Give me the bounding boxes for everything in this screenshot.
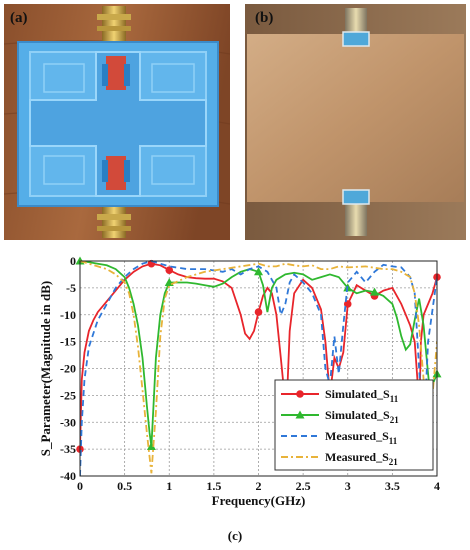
plot-frame <box>79 260 438 477</box>
y-tick-label: -5 <box>66 281 76 295</box>
data-point-marker <box>146 441 156 450</box>
y-tick-label: -25 <box>60 388 76 402</box>
y-axis-label: S_Parameter(Magnitude in dB) <box>38 281 53 456</box>
panel-c-caption: (c) <box>227 528 243 543</box>
legend-marker <box>296 390 304 398</box>
legend: Simulated_S11 Simulated_S21 Measured_S11 Me… <box>274 379 434 471</box>
feed-line-top <box>106 56 126 90</box>
x-tick-label: 0 <box>77 479 83 493</box>
y-tick-label: -40 <box>60 469 76 483</box>
data-point-marker <box>254 308 263 316</box>
x-tick-label: 1 <box>166 479 172 493</box>
data-point-marker <box>254 267 263 276</box>
copper-ground-plane <box>247 34 464 202</box>
sma-connector-bottom-b <box>345 200 367 236</box>
data-point-marker <box>165 266 174 274</box>
y-tick-label: -30 <box>60 415 76 429</box>
data-point-marker <box>343 300 352 308</box>
x-axis-label: Frequency(GHz) <box>212 493 306 508</box>
series-line-simulated-s11 <box>80 262 437 450</box>
y-tick-label: -10 <box>60 308 76 322</box>
series-layer <box>75 256 442 477</box>
feed-line-bottom <box>106 156 126 190</box>
y-tick-label: -20 <box>60 362 76 376</box>
photo-b-illustration <box>245 4 466 240</box>
legend-entry-label: Simulated_S11 <box>325 387 399 404</box>
legend-entry-label: Simulated_S21 <box>325 408 399 425</box>
x-tick-label: 2 <box>256 479 262 493</box>
sma-connector-bottom <box>102 204 126 238</box>
photo-a-illustration <box>4 4 230 240</box>
y-tick-label: 0 <box>70 254 76 268</box>
photo-a-top-view: (a) <box>4 4 230 240</box>
legend-entry-label: Measured_S21 <box>325 450 398 467</box>
photo-b-bottom-view: (b) <box>245 4 466 240</box>
x-tick-label: 4 <box>434 479 440 493</box>
axis-layer: 0 0.5 1 1.5 2 2.5 3 3.5 4 0 -5 -10 -15 -20 -25 -30 -35 -4… <box>38 254 440 508</box>
cross-pattern <box>29 51 207 197</box>
x-tick-label: 3.5 <box>385 479 400 493</box>
x-tick-label: 0.5 <box>117 479 132 493</box>
legend-marker <box>295 410 305 419</box>
panel-b-label: (b) <box>255 10 274 26</box>
series-line-measured-s11 <box>80 260 437 477</box>
sma-connector-top-b <box>345 8 367 38</box>
x-tick-label: 3 <box>345 479 351 493</box>
legend-entry-label: Measured_S11 <box>325 429 398 446</box>
series-line-measured-s21 <box>80 260 437 474</box>
data-point-marker <box>370 287 380 296</box>
panel-a-label: (a) <box>10 10 28 26</box>
y-tick-label: -35 <box>60 442 76 456</box>
x-tick-label: 1.5 <box>206 479 221 493</box>
x-tick-label: 2.5 <box>296 479 311 493</box>
y-tick-label: -15 <box>60 335 76 349</box>
series-line-simulated-s21 <box>80 260 437 447</box>
chart-svg: 0 0.5 1 1.5 2 2.5 3 3.5 4 0 -5 -10 -15 -20 -25 -30 -35 -4… <box>38 254 442 508</box>
s-parameter-chart: 0 0.5 1 1.5 2 2.5 3 3.5 4 0 -5 -10 -15 -20 -25 -30 -35 -4… <box>0 248 470 550</box>
sma-connector-top <box>102 6 126 42</box>
